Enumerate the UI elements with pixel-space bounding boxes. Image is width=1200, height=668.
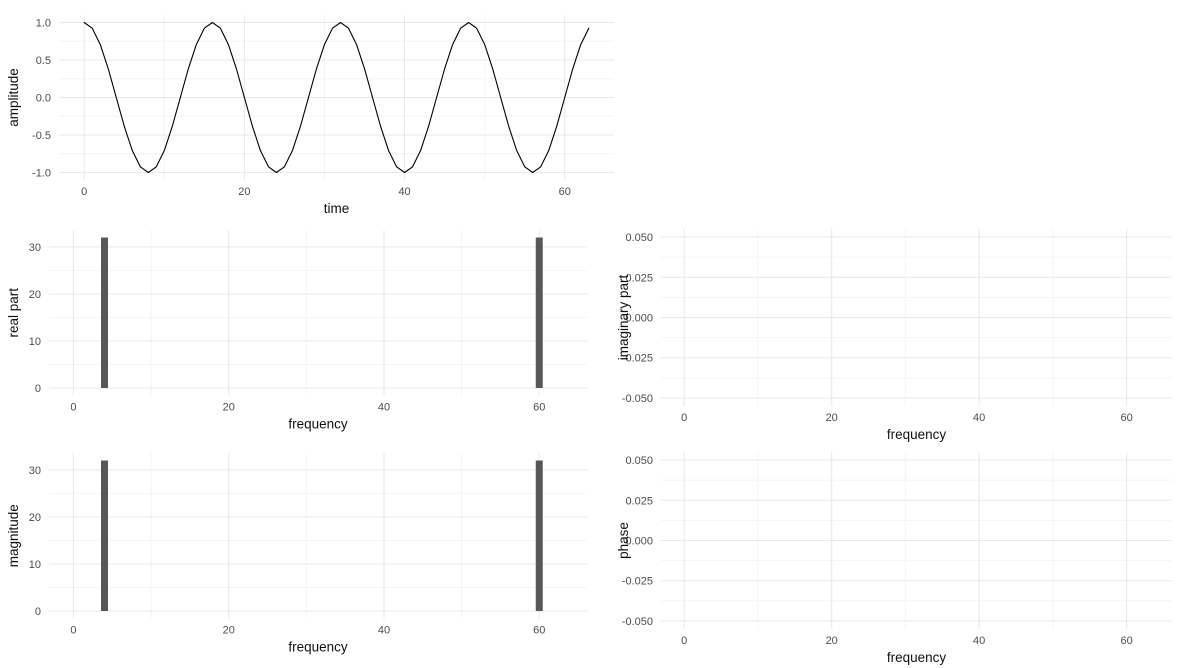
x-tick-label: 40 — [398, 186, 410, 198]
x-tick-label: 20 — [223, 625, 235, 637]
y-tick-label: 0.000 — [625, 536, 653, 548]
fft-phase-plot: 0 20 40 60 0.050 0.025 0.000 -0.025 -0.050 freque… — [610, 445, 1200, 668]
y-tick-label: 20 — [29, 512, 41, 524]
y-tick-label: 0.0 — [36, 93, 51, 105]
grid-major — [661, 229, 1172, 406]
bar — [535, 460, 543, 611]
y-axis-tick-labels: 0.050 0.025 0.000 -0.025 -0.050 — [622, 455, 653, 628]
empty-cell — [620, 0, 1200, 222]
y-tick-label: 0 — [35, 606, 41, 618]
x-axis-tick-labels: 0 20 40 60 — [81, 186, 571, 198]
x-tick-label: 40 — [973, 635, 985, 647]
y-tick-label: 30 — [29, 465, 41, 477]
x-axis-title: frequency — [288, 640, 348, 655]
y-tick-label: 0.050 — [625, 455, 653, 467]
y-axis-tick-labels: 30 20 10 0 — [29, 465, 41, 618]
y-tick-label: 0.025 — [625, 495, 653, 507]
y-tick-label: 10 — [29, 559, 41, 571]
grid-major — [661, 452, 1172, 629]
y-tick-label: 0 — [35, 383, 41, 395]
x-tick-label: 20 — [826, 412, 838, 424]
y-tick-label: 0.5 — [36, 55, 51, 67]
y-axis-title: real part — [6, 288, 21, 338]
bars — [101, 237, 543, 388]
x-tick-label: 40 — [378, 402, 390, 414]
x-axis-title: frequency — [887, 650, 947, 665]
grid-major — [59, 15, 614, 180]
x-tick-label: 0 — [681, 635, 687, 647]
fft-magnitude-plot: 0 20 40 60 30 20 10 0 frequency magnitude — [0, 445, 620, 668]
y-tick-label: -0.5 — [32, 130, 51, 142]
y-axis-tick-labels: 0.050 0.025 0.000 -0.025 -0.050 — [622, 232, 653, 405]
grid-minor — [49, 453, 587, 619]
y-axis-title: magnitude — [6, 504, 21, 567]
x-tick-label: 20 — [826, 635, 838, 647]
bars — [101, 460, 543, 611]
x-axis-title: frequency — [288, 417, 348, 432]
x-axis-title: frequency — [887, 427, 947, 442]
grid-minor — [661, 452, 1172, 629]
bar — [535, 237, 543, 388]
signal-chart: 0 20 40 60 1.0 0.5 0.0 -0.5 -1.0 time amplitude — [6, 15, 614, 216]
x-tick-label: 40 — [973, 412, 985, 424]
x-axis-tick-labels: 0 20 40 60 — [70, 402, 545, 414]
grid-minor — [49, 230, 587, 396]
x-axis-tick-labels: 0 20 40 60 — [681, 635, 1133, 647]
x-tick-label: 60 — [1121, 635, 1133, 647]
fft-imaginary-part-plot: 0 20 40 60 0.050 0.025 0.000 -0.025 -0.050 freque… — [610, 222, 1200, 445]
y-axis-tick-labels: 30 20 10 0 — [29, 242, 41, 395]
imaginary_part-chart: 0 20 40 60 0.050 0.025 0.000 -0.025 -0.050 freque… — [616, 229, 1172, 442]
y-tick-label: 0.025 — [625, 272, 653, 284]
y-tick-label: 20 — [29, 289, 41, 301]
y-tick-label: -0.025 — [622, 576, 653, 588]
x-tick-label: 20 — [223, 402, 235, 414]
real_part-chart: 0 20 40 60 30 20 10 0 frequency real part — [6, 230, 587, 432]
x-tick-label: 60 — [533, 625, 545, 637]
y-tick-label: 1.0 — [36, 18, 51, 30]
y-tick-label: -0.050 — [622, 393, 653, 405]
signal-time-plot: 0 20 40 60 1.0 0.5 0.0 -0.5 -1.0 time amplitude — [0, 0, 620, 222]
magnitude-chart: 0 20 40 60 30 20 10 0 frequency magnitude — [6, 453, 587, 655]
y-axis-tick-labels: 1.0 0.5 0.0 -0.5 -1.0 — [32, 18, 51, 180]
x-tick-label: 40 — [378, 625, 390, 637]
grid-minor — [59, 15, 614, 180]
grid-major — [49, 453, 587, 619]
bar — [101, 237, 109, 388]
y-tick-label: 10 — [29, 336, 41, 348]
x-tick-label: 0 — [81, 186, 87, 198]
x-tick-label: 20 — [238, 186, 250, 198]
y-tick-label: -1.0 — [32, 168, 51, 180]
y-axis-title: phase — [616, 522, 631, 559]
y-axis-title: amplitude — [6, 68, 21, 127]
x-tick-label: 0 — [681, 412, 687, 424]
x-axis-tick-labels: 0 20 40 60 — [70, 625, 545, 637]
x-tick-label: 0 — [70, 402, 76, 414]
x-axis-tick-labels: 0 20 40 60 — [681, 412, 1133, 424]
y-tick-label: -0.050 — [622, 616, 653, 628]
bar — [101, 460, 109, 611]
x-tick-label: 0 — [70, 625, 76, 637]
phase-chart: 0 20 40 60 0.050 0.025 0.000 -0.025 -0.050 freque… — [616, 452, 1172, 665]
fft-real-part-plot: 0 20 40 60 30 20 10 0 frequency real part — [0, 222, 620, 445]
grid-major — [49, 230, 587, 396]
x-tick-label: 60 — [533, 402, 545, 414]
y-axis-title: imaginary part — [616, 274, 631, 360]
y-tick-label: 30 — [29, 242, 41, 254]
x-tick-label: 60 — [559, 186, 571, 198]
x-axis-title: time — [324, 201, 350, 216]
y-tick-label: -0.025 — [622, 353, 653, 365]
y-tick-label: 0.000 — [625, 313, 653, 325]
x-tick-label: 60 — [1121, 412, 1133, 424]
series-line — [83, 21, 590, 174]
y-tick-label: 0.050 — [625, 232, 653, 244]
